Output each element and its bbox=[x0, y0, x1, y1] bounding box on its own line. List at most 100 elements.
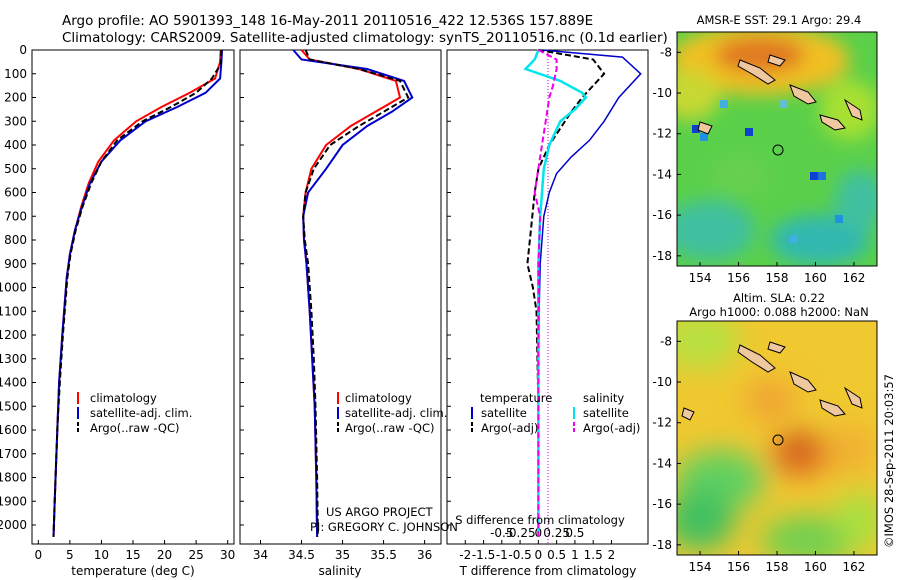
sla-float-marker bbox=[772, 434, 784, 446]
depth-tick-label: 1600 bbox=[0, 423, 27, 437]
title-line1: Argo profile: AO 5901393_148 16-May-2011… bbox=[62, 13, 593, 29]
title-line2: Climatology: CARS2009. Satellite-adjuste… bbox=[62, 30, 668, 46]
map-x-tick-label: 158 bbox=[766, 560, 789, 574]
sst-map-title: AMSR-E SST: 29.1 Argo: 29.4 bbox=[697, 13, 862, 27]
x-tick-label: 34 bbox=[253, 548, 268, 562]
sst-map-axes: 154 156 158 160 162 -8 -10 -12 -14 -16 -18 bbox=[652, 45, 865, 285]
x-tick-label: 34.5 bbox=[288, 548, 315, 562]
legend-temperature-header: temperature bbox=[480, 391, 552, 405]
x-tick-label: 1.5 bbox=[584, 548, 603, 562]
x-tick-label: 5 bbox=[66, 548, 74, 562]
legend-temp-argo: Argo(-adj) bbox=[481, 421, 538, 435]
map-y-tick-label: -16 bbox=[652, 208, 672, 222]
x-tick-label: 15 bbox=[125, 548, 140, 562]
map-x-tick-label: 160 bbox=[804, 560, 827, 574]
depth-tick-label: 400 bbox=[4, 138, 27, 152]
legend-satellite: satellite-adj. clim. bbox=[90, 406, 192, 420]
series-line-salinity-argo-adj- bbox=[533, 49, 558, 537]
depth-tick-label: 500 bbox=[4, 162, 27, 176]
x-top-tick-label: -0.5 bbox=[490, 526, 513, 540]
map-x-tick-label: 160 bbox=[804, 271, 827, 285]
x-tick-label: 30 bbox=[220, 548, 235, 562]
map-y-tick-label: -14 bbox=[652, 167, 672, 181]
sla-coastline bbox=[681, 341, 863, 421]
series-line-argo-raw-qc- bbox=[52, 49, 223, 537]
map-y-tick-label: -10 bbox=[652, 375, 672, 389]
depth-tick-label: 100 bbox=[4, 67, 27, 81]
depth-tick-label: 1700 bbox=[0, 447, 27, 461]
map-x-tick-label: 156 bbox=[727, 271, 750, 285]
series-line-temperature-satellite bbox=[537, 49, 642, 537]
series-line-satellite-adj-clim- bbox=[52, 49, 223, 537]
sla-map-axes: 154 156 158 160 162 -8 -10 -12 -14 -16 -18 bbox=[652, 334, 865, 574]
map-y-tick-label: -10 bbox=[652, 86, 672, 100]
x-tick-label: 25 bbox=[188, 548, 203, 562]
depth-tick-label: 600 bbox=[4, 186, 27, 200]
legend-satellite: satellite-adj. clim. bbox=[345, 406, 447, 420]
map-x-tick-label: 162 bbox=[842, 271, 865, 285]
sst-pixel-spots bbox=[692, 100, 843, 243]
depth-tick-label: 1900 bbox=[0, 494, 27, 508]
legend-climatology: climatology bbox=[90, 391, 157, 405]
salinity-x-axis: 34 34.5 35 35.5 36 bbox=[253, 540, 432, 562]
depth-tick-label: 1500 bbox=[0, 399, 27, 413]
map-x-tick-label: 154 bbox=[689, 271, 712, 285]
map-y-tick-label: -8 bbox=[660, 334, 672, 348]
map-y-tick-label: -12 bbox=[652, 416, 672, 430]
map-x-tick-label: 162 bbox=[842, 560, 865, 574]
credit-pi: PI: GREGORY C. JOHNSON bbox=[310, 520, 458, 534]
credit-project: US ARGO PROJECT bbox=[326, 505, 434, 519]
temperature-series bbox=[52, 49, 223, 537]
depth-tick-label: 900 bbox=[4, 257, 27, 271]
difference-x-axis: -2 -1.5 -1 -0.5 0 0.5 1 1.5 2-0.5-0.250 0.250.5 bbox=[459, 526, 615, 562]
x-tick-label: 1 bbox=[571, 548, 579, 562]
depth-tick-label: 1200 bbox=[0, 328, 27, 342]
depth-tick-label: 700 bbox=[4, 209, 27, 223]
x-tick-label: -1.5 bbox=[472, 548, 495, 562]
x-tick-label: 36 bbox=[417, 548, 432, 562]
map-y-tick-label: -18 bbox=[652, 249, 672, 263]
legend-argo: Argo(..raw -QC) bbox=[90, 421, 180, 435]
depth-tick-label: 0 bbox=[19, 43, 27, 57]
sla-map-subtitle: Argo h1000: 0.088 h2000: NaN bbox=[689, 305, 868, 319]
difference-xlabel-top: S difference from climatology bbox=[455, 513, 625, 527]
legend-argo: Argo(..raw -QC) bbox=[345, 421, 435, 435]
sla-map-image bbox=[677, 321, 877, 555]
x-tick-label: 0.5 bbox=[547, 548, 566, 562]
x-tick-label: 2 bbox=[608, 548, 616, 562]
x-tick-label: 35 bbox=[335, 548, 350, 562]
depth-tick-label: 300 bbox=[4, 114, 27, 128]
sst-float-marker bbox=[772, 144, 784, 156]
sst-map-image bbox=[677, 32, 877, 266]
legend-sal-argo: Argo(-adj) bbox=[583, 421, 640, 435]
x-top-tick-label: -0.25 bbox=[505, 526, 536, 540]
map-y-tick-label: -16 bbox=[652, 497, 672, 511]
map-y-tick-label: -14 bbox=[652, 456, 672, 470]
x-tick-label: 35.5 bbox=[370, 548, 397, 562]
difference-legend: temperature salinity satellite Argo(-adj… bbox=[471, 391, 640, 435]
temperature-xlabel: temperature (deg C) bbox=[71, 564, 194, 578]
x-top-tick-label: 0.5 bbox=[565, 526, 584, 540]
series-line-satellite-adj-clim- bbox=[292, 49, 414, 537]
salinity-xlabel: salinity bbox=[318, 564, 361, 578]
salinity-series bbox=[292, 49, 414, 537]
depth-tick-label: 800 bbox=[4, 233, 27, 247]
map-y-tick-label: -8 bbox=[660, 45, 672, 59]
x-tick-label: 20 bbox=[157, 548, 172, 562]
x-tick-label: 0 bbox=[535, 548, 543, 562]
x-tick-label: 10 bbox=[94, 548, 109, 562]
sst-coastline bbox=[697, 54, 863, 135]
map-x-tick-label: 158 bbox=[766, 271, 789, 285]
depth-tick-label: 1000 bbox=[0, 281, 27, 295]
depth-tick-label: 1100 bbox=[0, 304, 27, 318]
depth-axis: 0 100 200 300 400 500 600 700 800 900 1000 1100 1200… bbox=[0, 43, 451, 532]
salinity-panel bbox=[239, 49, 442, 545]
legend-climatology: climatology bbox=[345, 391, 412, 405]
salinity-legend: climatology satellite-adj. clim. Argo(..… bbox=[337, 391, 447, 435]
difference-xlabel: T difference from climatology bbox=[459, 564, 637, 578]
temperature-legend: climatology satellite-adj. clim. Argo(..… bbox=[77, 391, 192, 435]
series-line-argo-raw-qc- bbox=[302, 49, 410, 537]
map-x-tick-label: 156 bbox=[727, 560, 750, 574]
legend-temp-satellite: satellite bbox=[481, 406, 527, 420]
